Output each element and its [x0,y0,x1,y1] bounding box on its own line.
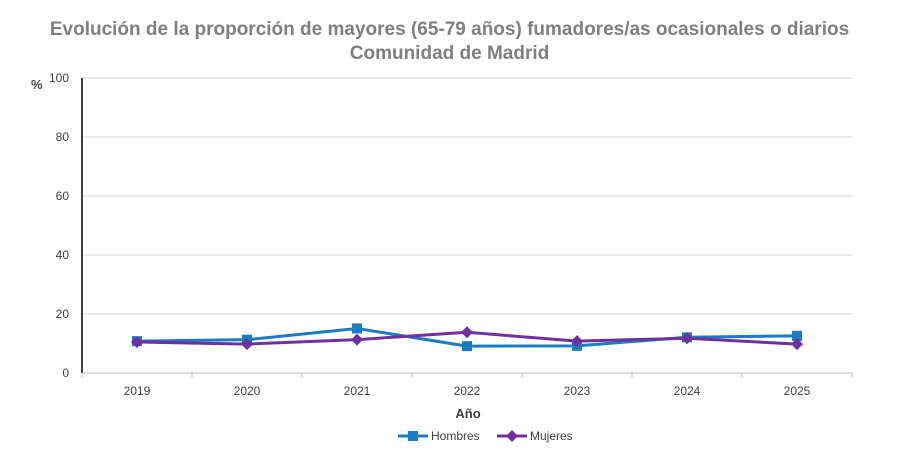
series-lines [131,323,803,352]
legend-label-hombres: Hombres [431,429,480,443]
gridlines [82,77,852,315]
y-tick-label: 80 [56,130,70,144]
data-point-mujeres [571,335,583,348]
x-tick-label: 2025 [784,384,811,398]
data-point-hombres [792,330,802,341]
x-axis-label: Año [455,406,480,421]
x-tick-label: 2019 [124,384,151,398]
x-tick-label: 2020 [234,384,261,398]
chart-title: Evolución de la proporción de mayores (6… [49,19,850,40]
data-point-mujeres [241,338,253,351]
legend-item-hombres: Hombres [398,429,480,443]
data-point-mujeres [131,336,143,349]
legend-item-mujeres: Mujeres [497,429,573,443]
y-tick-label: 20 [56,307,70,321]
data-point-mujeres [351,333,363,346]
data-point-mujeres [461,326,473,339]
x-tick-label: 2024 [674,384,701,398]
y-tick-labels: 0 20 40 60 80 100 [49,71,69,380]
y-tick-label: 40 [56,248,70,262]
y-tick-label: 60 [56,189,70,203]
data-point-hombres [352,323,362,334]
legend: Hombres Mujeres [398,429,573,443]
x-tick-labels: 2019 2020 2021 2022 2023 2024 2025 [124,384,811,398]
axes [81,78,853,378]
y-tick-label: 0 [62,366,69,380]
data-point-mujeres [681,332,693,345]
y-tick-label: 100 [49,71,69,85]
series-mujeres [131,326,803,351]
y-axis-label: % [31,77,43,92]
x-tick-label: 2023 [564,384,591,398]
legend-marker-hombres [408,431,418,441]
data-point-mujeres [791,338,803,351]
data-point-hombres [462,341,472,352]
legend-marker-mujeres [506,430,518,442]
chart-subtitle: Comunidad de Madrid [349,43,550,64]
x-tick-label: 2021 [344,384,371,398]
x-tick-label: 2022 [454,384,481,398]
legend-label-mujeres: Mujeres [530,429,573,443]
